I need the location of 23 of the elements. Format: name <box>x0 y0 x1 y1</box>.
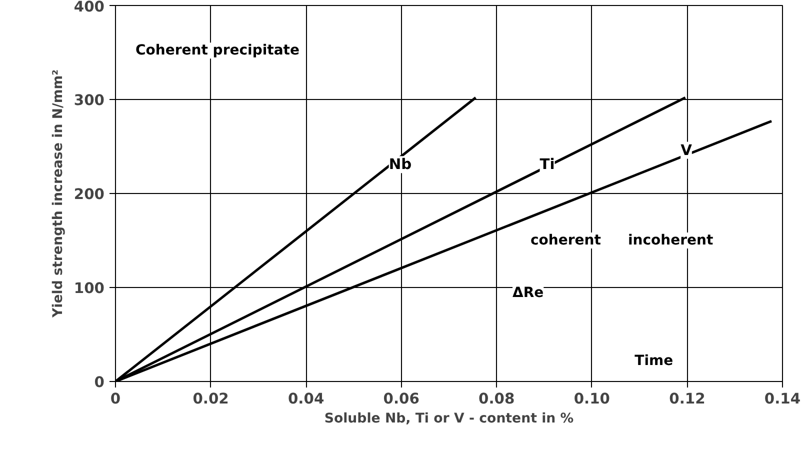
y-tick-label: 400 <box>74 0 104 16</box>
x-tick-label: 0.12 <box>669 390 706 408</box>
y-tick-label: 100 <box>74 280 104 297</box>
annotation: ΔRe <box>512 285 544 302</box>
y-tick-label: 200 <box>74 186 104 203</box>
y-tick-label: 300 <box>74 92 104 109</box>
x-tick-label: 0.08 <box>478 390 515 408</box>
x-tick-label: 0 <box>110 390 121 408</box>
annotation: incoherent <box>628 232 714 248</box>
x-tick-label: 0.04 <box>288 390 324 408</box>
annotation: Time <box>634 352 674 369</box>
annotation: coherent <box>530 232 602 248</box>
x-axis-title: Soluble Nb, Ti or V - content in % <box>324 412 574 426</box>
x-tick-label: 0.14 <box>764 390 801 408</box>
series-label: Ti <box>540 156 555 174</box>
x-tick-label: 0.10 <box>574 390 610 408</box>
x-tick-label: 0.06 <box>383 390 420 408</box>
y-tick-label: 0 <box>94 374 105 391</box>
y-axis-title: Yield strength increase in N/mm² <box>50 69 66 318</box>
annotation: Coherent precipitate <box>136 42 300 59</box>
x-tick-label: 0.02 <box>192 390 229 408</box>
series-label: V <box>680 142 693 159</box>
series-label: Nb <box>388 156 412 174</box>
